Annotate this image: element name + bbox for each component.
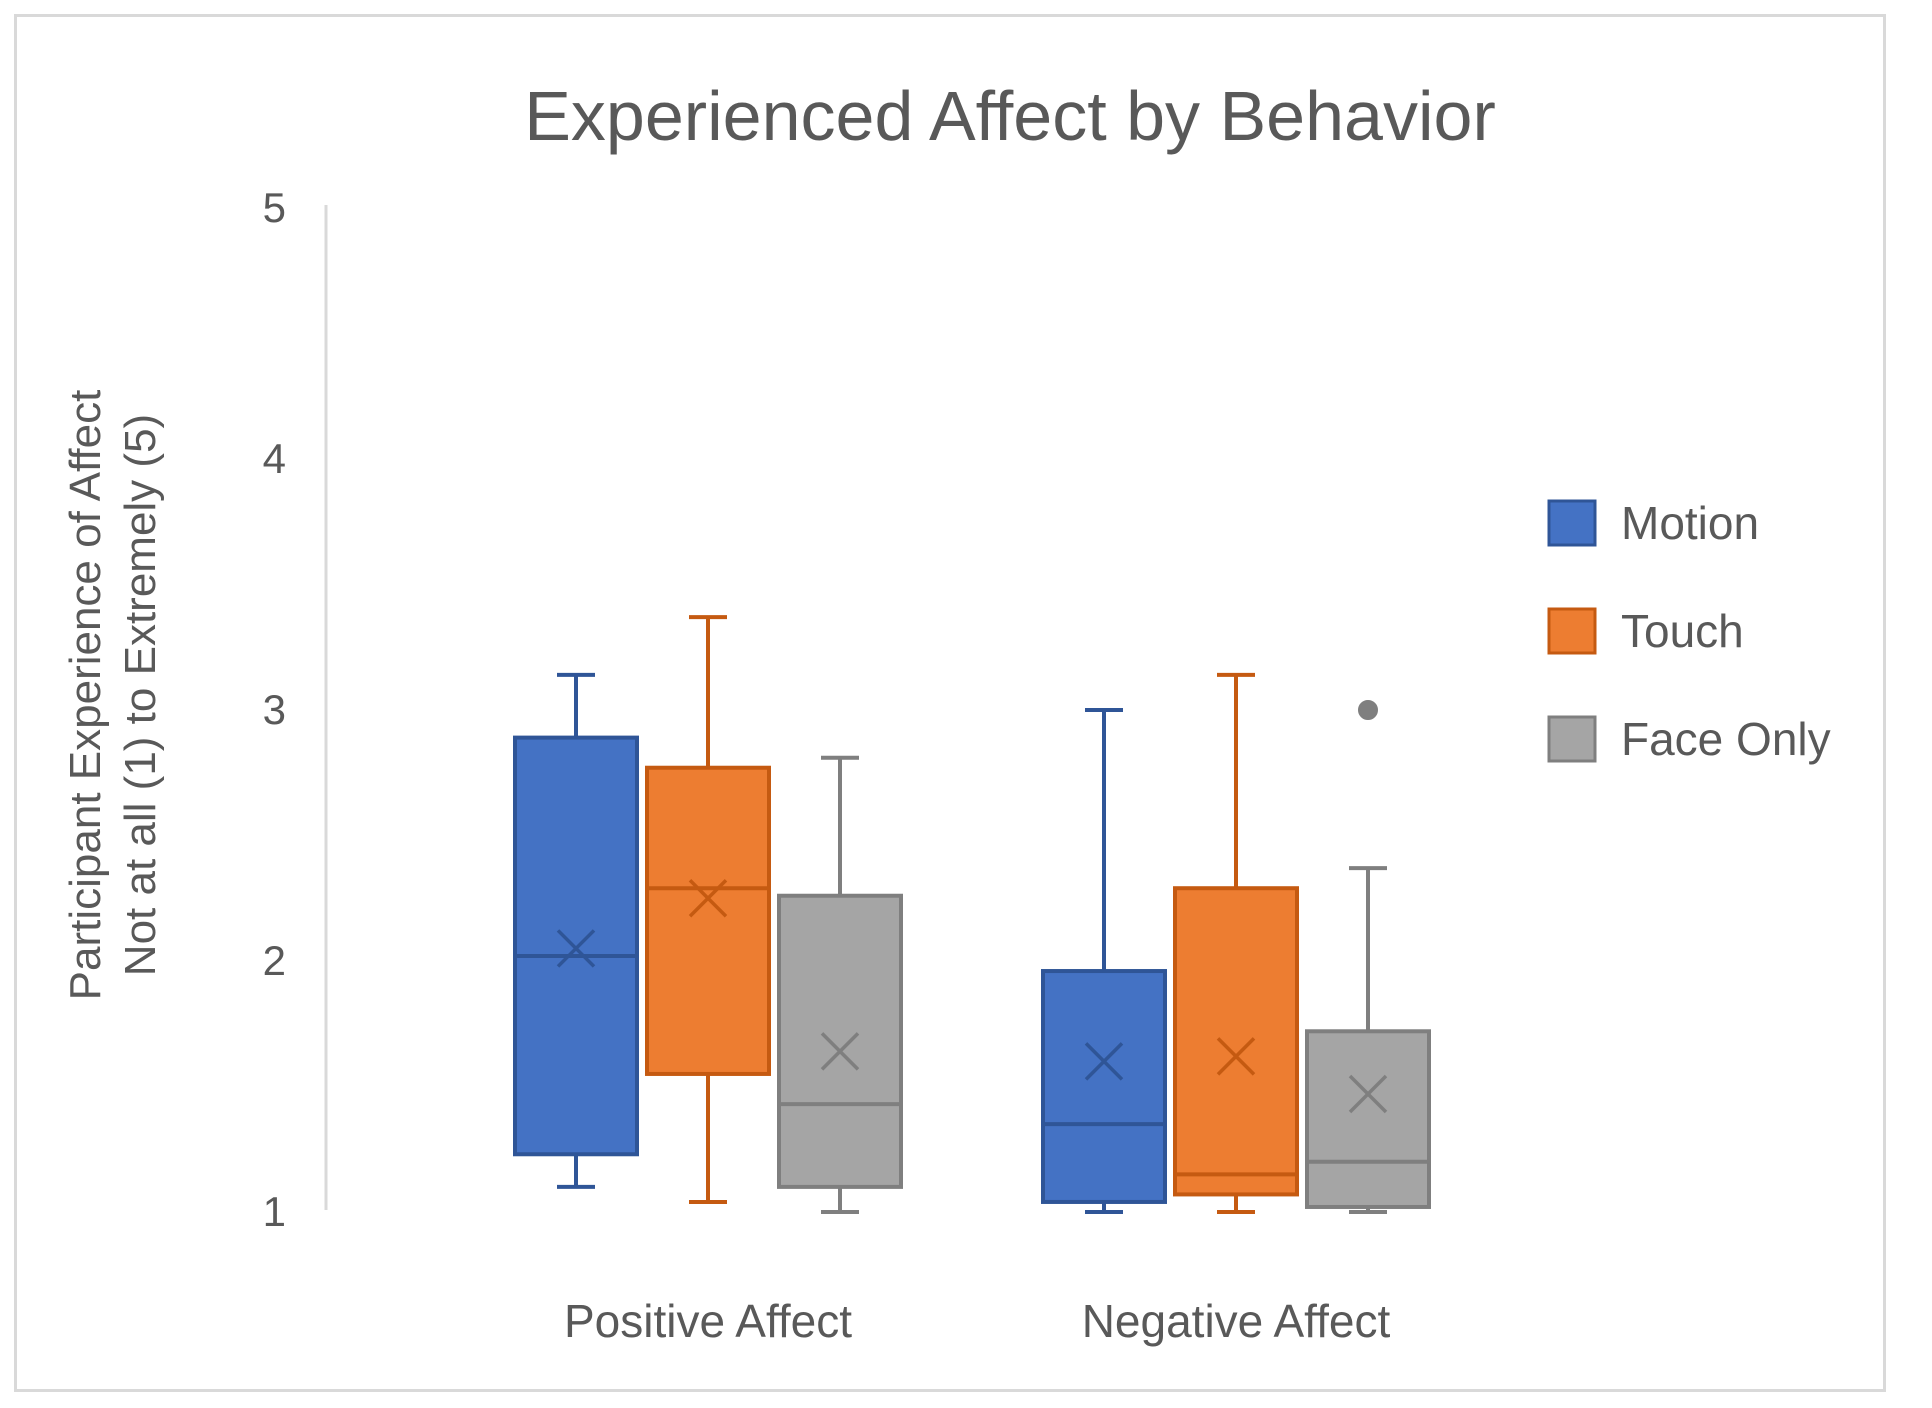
box-face-only-1 [1305, 700, 1431, 1214]
y-tick-label: 5 [263, 184, 286, 231]
y-axis-label-line-1: Participant Experience of Affect [61, 390, 110, 1001]
box-touch-0 [645, 615, 771, 1204]
box-iqr [1305, 1029, 1431, 1209]
chart-title: Experienced Affect by Behavior [524, 77, 1496, 155]
mean-marker [1348, 1074, 1388, 1114]
box-iqr [513, 735, 639, 1157]
legend-swatch [1547, 607, 1597, 655]
legend-label: Face Only [1621, 713, 1831, 765]
box-iqr [777, 893, 903, 1189]
legend-item-face-only: Face Only [1547, 713, 1831, 765]
y-tick-label: 2 [263, 937, 286, 984]
mean-marker [1216, 1037, 1256, 1076]
box-iqr [645, 765, 771, 1076]
legend-swatch [1547, 715, 1597, 763]
box-motion-0 [513, 672, 639, 1189]
legend-label: Motion [1621, 497, 1759, 549]
mean-marker [556, 929, 596, 968]
y-axis-label-line-2: Not at all (1) to Extremely (5) [116, 414, 165, 976]
y-tick-label: 4 [263, 435, 286, 482]
box-iqr [1041, 969, 1167, 1204]
x-category-label: Negative Affect [1082, 1295, 1391, 1347]
legend-item-touch: Touch [1547, 605, 1744, 657]
box-groups [513, 615, 1431, 1214]
mean-marker [688, 879, 728, 918]
legend-label: Touch [1621, 605, 1744, 657]
box-touch-1 [1173, 672, 1299, 1214]
legend-item-motion: Motion [1547, 497, 1759, 549]
legend: Motion Touch Face Only [1547, 497, 1831, 765]
mean-marker [820, 1032, 860, 1071]
outlier-point [1358, 700, 1378, 720]
box-iqr [1173, 886, 1299, 1197]
box-face-only-0 [777, 755, 903, 1214]
x-category-label: Positive Affect [564, 1295, 852, 1347]
x-category-labels: Positive Affect Negative Affect [564, 1295, 1391, 1347]
legend-swatch [1547, 499, 1597, 547]
y-tick-label: 1 [263, 1188, 286, 1235]
box-motion-1 [1041, 708, 1167, 1214]
y-tick-labels: 1 2 3 4 5 [263, 184, 286, 1235]
y-tick-label: 3 [263, 686, 286, 733]
mean-marker [1084, 1042, 1124, 1081]
